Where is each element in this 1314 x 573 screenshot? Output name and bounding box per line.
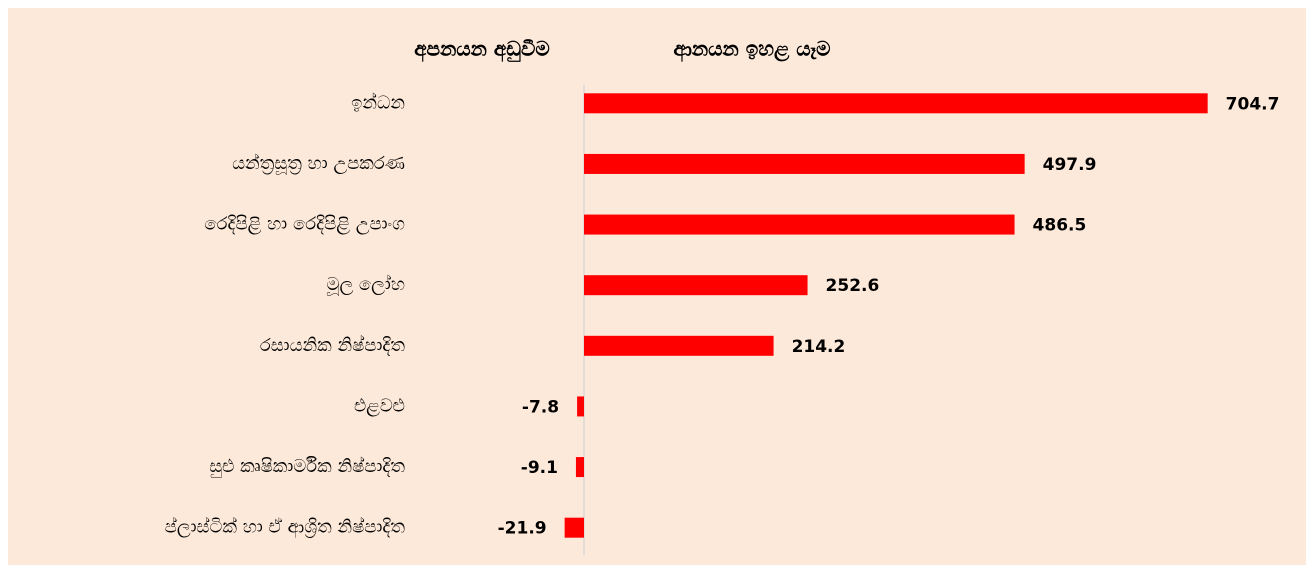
bar — [577, 396, 584, 417]
category-label: ප්ලාස්ටික් හා ඒ ආශ්‍රිත නිෂ්පාදිත — [165, 517, 406, 539]
category-label: ඉන්ධන — [351, 92, 405, 113]
category-label: එළවළු — [354, 395, 405, 416]
right-heading: ආනයන ඉහළ යෑම — [673, 37, 830, 63]
bar — [584, 275, 808, 296]
left-heading: අපනයන අඩුවීම — [414, 37, 550, 64]
value-label: 486.5 — [1033, 216, 1087, 236]
bar — [584, 335, 774, 356]
category-label: මූල ලෝහ — [326, 274, 405, 295]
value-label: 214.2 — [792, 337, 846, 357]
category-label: රසායනික නිෂ්පාදිත — [260, 335, 406, 356]
bar — [584, 153, 1025, 174]
bar — [584, 214, 1015, 235]
category-label: යන්ත්‍රසූත්‍ර හා උපකරණ — [232, 153, 405, 175]
value-label: -21.9 — [498, 519, 547, 539]
bar — [564, 517, 584, 538]
bar — [584, 93, 1208, 114]
value-label: 704.7 — [1226, 94, 1280, 114]
value-label: 497.9 — [1043, 155, 1097, 175]
bar — [575, 457, 584, 478]
value-label: -9.1 — [521, 458, 558, 478]
value-label: -7.8 — [522, 397, 559, 417]
category-label: රෙදිපිළි හා රෙදිපිළි උපාංග — [204, 214, 405, 235]
category-label: සුළු කෘෂිකාර්මික නිෂ්පාදිත — [209, 456, 405, 478]
value-label: 252.6 — [826, 276, 880, 296]
